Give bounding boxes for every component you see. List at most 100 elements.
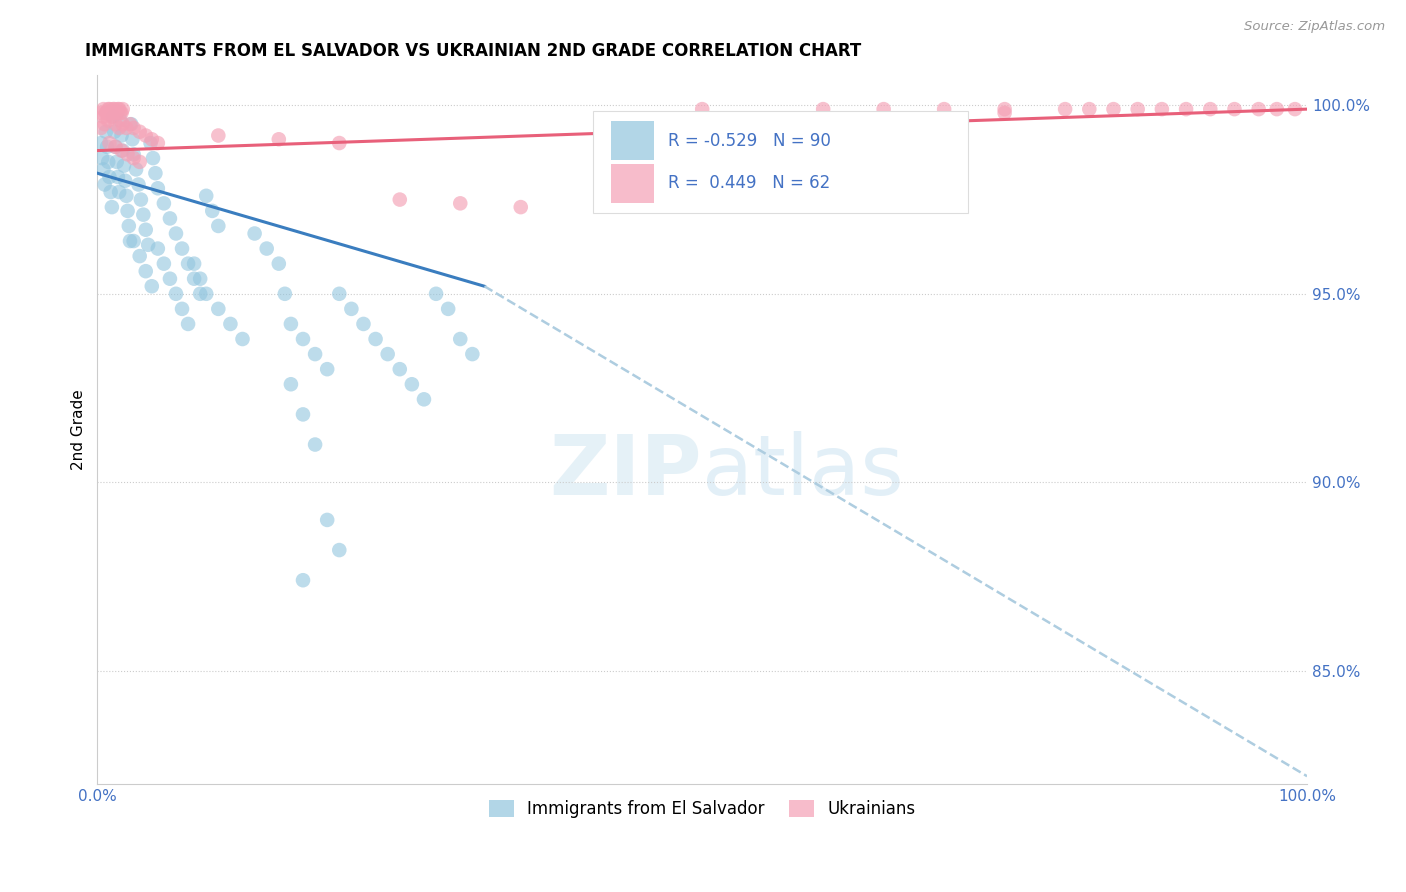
FancyBboxPatch shape xyxy=(593,111,969,213)
Point xyxy=(136,237,159,252)
Point xyxy=(122,120,145,135)
Point xyxy=(364,332,387,346)
Point xyxy=(280,317,302,331)
Point xyxy=(274,286,297,301)
Point xyxy=(110,106,132,120)
Point xyxy=(1247,102,1270,116)
Point xyxy=(108,102,131,116)
Point xyxy=(146,181,169,195)
Point xyxy=(449,196,471,211)
Point xyxy=(413,392,436,407)
Point xyxy=(110,144,132,158)
Point xyxy=(107,102,129,116)
Point xyxy=(117,147,139,161)
Point xyxy=(127,178,149,192)
Point xyxy=(122,234,145,248)
Point xyxy=(292,332,315,346)
Point xyxy=(122,151,145,165)
Point xyxy=(1175,102,1198,116)
Text: atlas: atlas xyxy=(702,432,904,513)
Point xyxy=(934,102,956,116)
Point xyxy=(292,408,315,422)
Point xyxy=(872,193,894,207)
Point xyxy=(316,362,339,376)
Point xyxy=(139,136,162,150)
Point xyxy=(97,154,120,169)
Point xyxy=(101,110,124,124)
Point xyxy=(128,125,150,139)
Point xyxy=(97,102,120,116)
Point xyxy=(101,106,124,120)
Point xyxy=(353,317,375,331)
Point xyxy=(994,106,1017,120)
Point xyxy=(125,162,148,177)
Point xyxy=(118,117,141,131)
Point xyxy=(267,257,290,271)
Point xyxy=(115,120,138,135)
Point xyxy=(97,113,120,128)
Y-axis label: 2nd Grade: 2nd Grade xyxy=(72,389,86,470)
Point xyxy=(377,347,399,361)
Point xyxy=(165,286,187,301)
Point xyxy=(135,264,157,278)
Point xyxy=(1150,102,1173,116)
Point xyxy=(101,200,124,214)
Point xyxy=(141,132,163,146)
Point xyxy=(231,332,253,346)
Point xyxy=(111,144,134,158)
Point xyxy=(1284,102,1306,116)
Point xyxy=(96,140,118,154)
Point xyxy=(304,347,326,361)
Point xyxy=(117,203,139,218)
Point xyxy=(142,151,165,165)
Point xyxy=(104,140,127,154)
Point xyxy=(101,102,124,116)
FancyBboxPatch shape xyxy=(612,121,654,161)
Point xyxy=(994,102,1017,116)
Point xyxy=(207,128,229,143)
Point xyxy=(1054,102,1077,116)
Point xyxy=(93,178,115,192)
Point xyxy=(110,128,132,143)
Point xyxy=(159,211,181,226)
Point xyxy=(128,154,150,169)
Point xyxy=(388,362,411,376)
Point xyxy=(105,106,128,120)
Point xyxy=(177,317,200,331)
Point xyxy=(304,437,326,451)
Point xyxy=(118,234,141,248)
Point xyxy=(201,203,224,218)
Point xyxy=(1078,102,1101,116)
Point xyxy=(141,279,163,293)
Point xyxy=(129,193,152,207)
Point xyxy=(93,117,115,131)
Point xyxy=(177,257,200,271)
Point xyxy=(170,301,193,316)
Point xyxy=(135,128,157,143)
Point xyxy=(425,286,447,301)
Point xyxy=(90,136,112,150)
Point xyxy=(98,102,121,116)
Point xyxy=(112,159,135,173)
Point xyxy=(96,106,118,120)
Point xyxy=(328,543,350,558)
Point xyxy=(91,151,114,165)
Point xyxy=(340,301,363,316)
Point xyxy=(105,154,128,169)
Point xyxy=(811,102,834,116)
Point xyxy=(328,286,350,301)
Point xyxy=(111,117,134,131)
Point xyxy=(114,174,136,188)
Point xyxy=(316,513,339,527)
Point xyxy=(219,317,242,331)
Point xyxy=(388,193,411,207)
Point xyxy=(195,189,218,203)
Point xyxy=(132,208,155,222)
Point xyxy=(110,113,132,128)
Point xyxy=(292,573,315,587)
Point xyxy=(153,257,176,271)
Point xyxy=(93,162,115,177)
Legend: Immigrants from El Salvador, Ukrainians: Immigrants from El Salvador, Ukrainians xyxy=(482,794,922,825)
Point xyxy=(108,120,131,135)
Point xyxy=(872,102,894,116)
